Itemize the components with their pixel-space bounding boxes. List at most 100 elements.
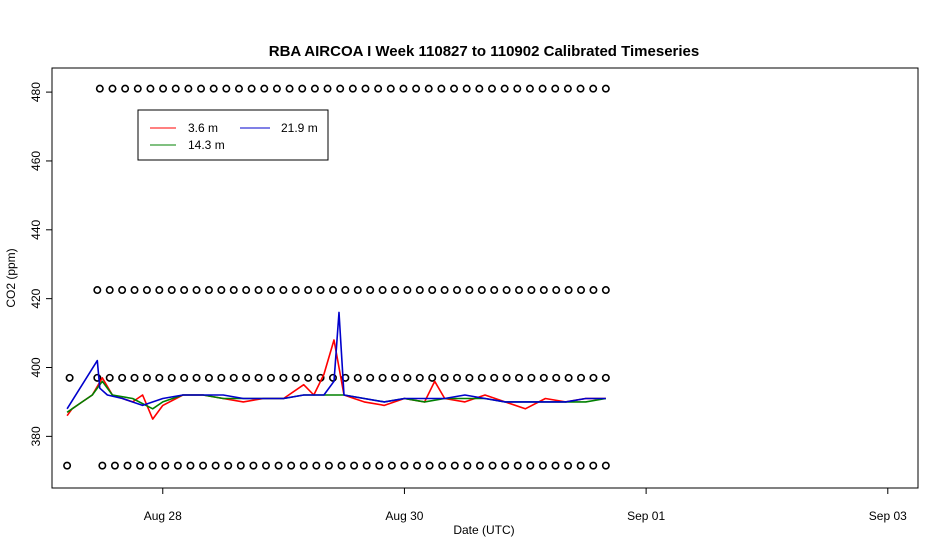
marker-point [353,286,362,295]
marker-point [337,461,346,470]
legend: 3.6 m 14.3 m 21.9 m [137,109,329,161]
marker-point [328,373,337,382]
marker-point [425,461,434,470]
marker-point [148,461,157,470]
marker-point [299,461,308,470]
marker-point [336,84,345,93]
marker-point [453,373,462,382]
marker-point [279,286,288,295]
marker-point [361,84,370,93]
marker-point [98,461,107,470]
marker-point [453,286,462,295]
marker-point [167,286,176,295]
marker-point [564,286,573,295]
marker-point [463,461,472,470]
marker-point [475,461,484,470]
marker-point [428,373,437,382]
marker-point [155,373,164,382]
marker-point [475,84,484,93]
marker-point [211,461,220,470]
marker-point [563,84,572,93]
marker-point [291,373,300,382]
marker-point [378,286,387,295]
marker-point [601,84,610,93]
marker-point [324,461,333,470]
marker-point [234,84,243,93]
marker-point [362,461,371,470]
marker-point [387,461,396,470]
marker-point [526,461,535,470]
marker-point [65,373,74,382]
marker-point [477,286,486,295]
marker-point [341,286,350,295]
y-tick-label: 380 [29,426,43,446]
marker-point [192,373,201,382]
marker-point [180,286,189,295]
marker-point [180,373,189,382]
marker-point [366,286,375,295]
marker-point [298,84,307,93]
marker-point [316,286,325,295]
marker-point [490,286,499,295]
marker-point [589,373,598,382]
marker-point [551,84,560,93]
marker-point [186,461,195,470]
x-tick-label: Aug 28 [144,509,182,523]
marker-point [146,84,155,93]
marker-point [167,373,176,382]
marker-point [95,84,104,93]
marker-point [229,373,238,382]
marker-point [487,84,496,93]
marker-point [415,373,424,382]
marker-point [130,373,139,382]
marker-point [312,461,321,470]
marker-point [462,84,471,93]
marker-point [173,461,182,470]
marker-point [415,286,424,295]
marker-point [133,84,142,93]
legend-box [137,109,329,161]
marker-point [242,286,251,295]
marker-point [601,373,610,382]
legend-label-3-6m: 3.6 m [188,121,218,135]
marker-point [136,461,145,470]
marker-point [465,373,474,382]
marker-point [105,373,114,382]
marker-point [577,373,586,382]
x-tick-label: Sep 01 [627,509,665,523]
marker-point [601,286,610,295]
marker-point [274,461,283,470]
marker-point [171,84,180,93]
marker-point [272,84,281,93]
marker-point [488,461,497,470]
marker-point [502,373,511,382]
marker-point [108,84,117,93]
marker-point [551,461,560,470]
y-tick-label: 400 [29,357,43,377]
marker-point [577,286,586,295]
marker-point [399,84,408,93]
marker-point [513,461,522,470]
series-layer [66,311,606,420]
marker-point [374,84,383,93]
marker-point [552,286,561,295]
marker-point [254,373,263,382]
y-tick-label: 440 [29,219,43,239]
marker-point [450,461,459,470]
marker-point [386,84,395,93]
marker-point [353,373,362,382]
marker-point [576,84,585,93]
marker-point [403,373,412,382]
marker-point [525,84,534,93]
marker-point [440,286,449,295]
marker-point [236,461,245,470]
marker-point [63,461,72,470]
marker-point [266,286,275,295]
y-axis-label: CO2 (ppm) [4,248,18,307]
marker-point [287,461,296,470]
marker-point [197,84,206,93]
y-tick-label: 460 [29,151,43,171]
marker-point [390,373,399,382]
marker-point [515,286,524,295]
marker-point [438,461,447,470]
